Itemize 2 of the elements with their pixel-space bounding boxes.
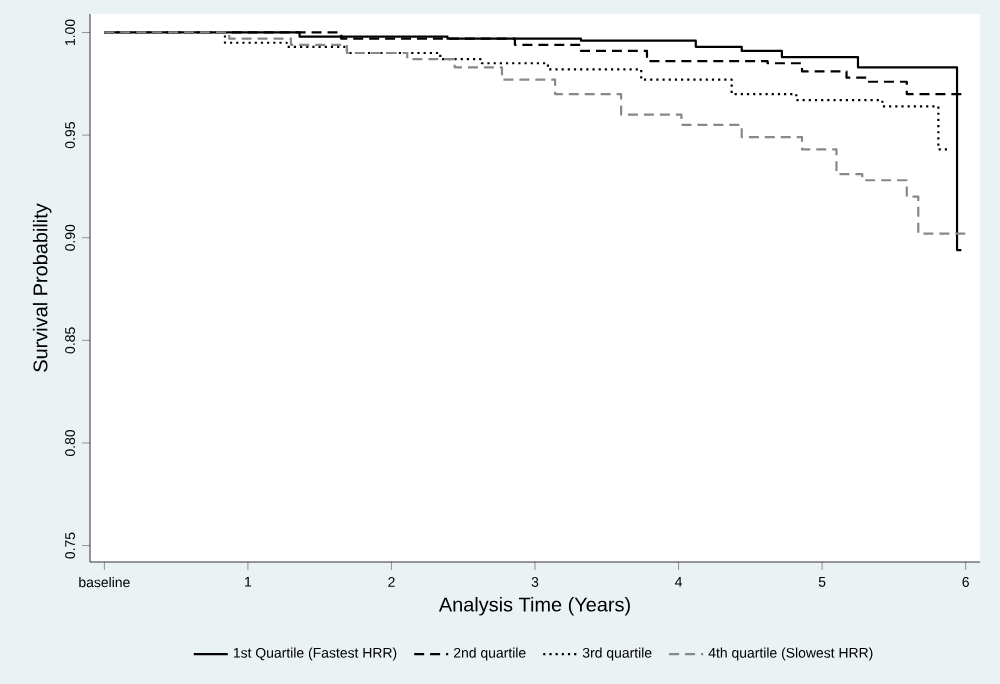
y-axis-title: Survival Probability [32, 203, 52, 372]
x-axis-title: Analysis Time (Years) [438, 596, 630, 616]
